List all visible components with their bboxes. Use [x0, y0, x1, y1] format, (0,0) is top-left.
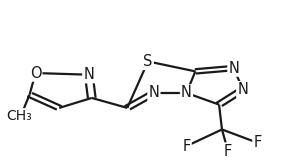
Text: S: S	[143, 54, 153, 69]
Text: F: F	[182, 139, 191, 154]
Text: CH₃: CH₃	[7, 109, 32, 123]
Text: N: N	[83, 67, 94, 82]
Text: F: F	[253, 135, 262, 150]
Text: N: N	[237, 82, 248, 97]
Text: N: N	[149, 85, 159, 100]
Text: O: O	[30, 66, 41, 81]
Text: F: F	[224, 144, 232, 159]
Text: N: N	[229, 61, 239, 76]
Text: N: N	[181, 85, 192, 100]
